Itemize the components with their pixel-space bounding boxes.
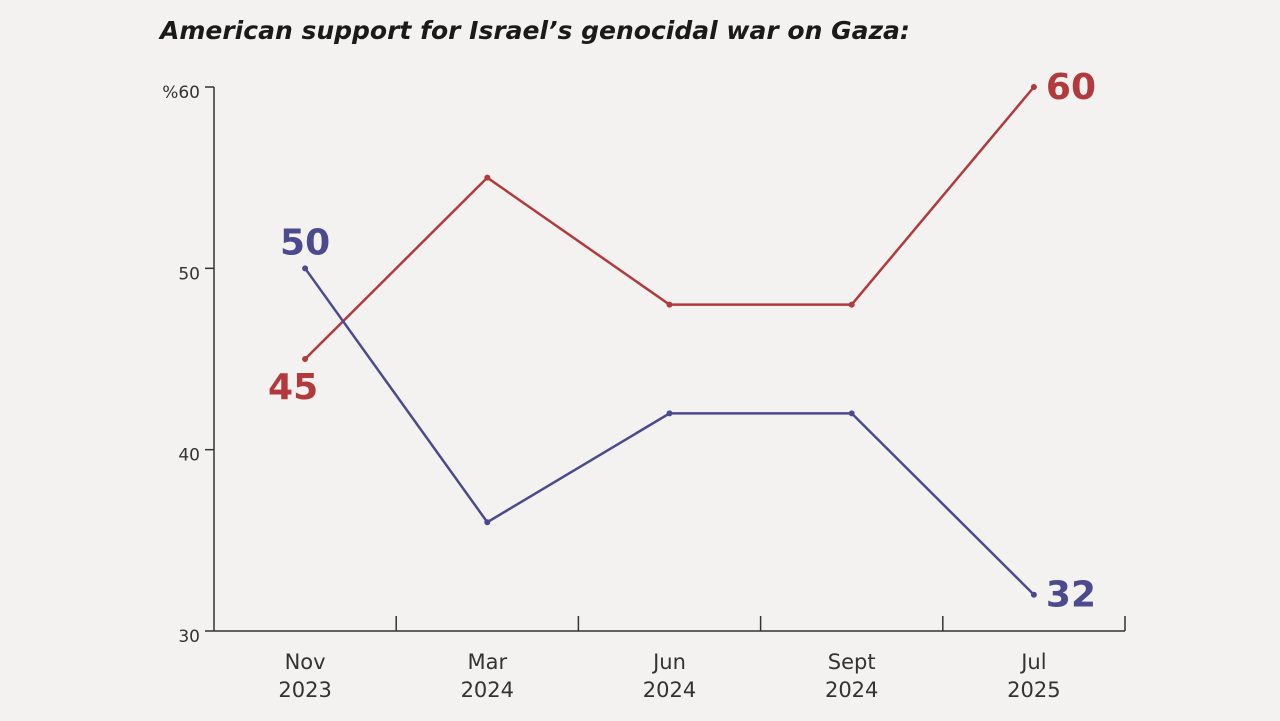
x-tick-label: Jul 2025 (1007, 650, 1061, 702)
point (484, 174, 491, 181)
y-tick-label: 40 (178, 446, 200, 466)
data-label: 32 (1046, 575, 1096, 616)
point (848, 301, 855, 308)
data-label: 50 (280, 222, 330, 263)
point (484, 519, 491, 526)
data-label: 45 (268, 367, 318, 408)
y-tick-label: 30 (178, 627, 200, 647)
series-line (304, 267, 1035, 596)
chart-title: American support for Israel’s genocidal … (158, 16, 910, 45)
x-tick-label: Sept 2024 (824, 650, 879, 702)
point (1030, 591, 1037, 598)
x-tick-label: Mar 2024 (460, 650, 515, 702)
point (302, 265, 309, 272)
series-line (304, 86, 1035, 360)
x-tick-label: Jun 2024 (642, 650, 697, 702)
point (666, 410, 673, 417)
data-label: 60 (1046, 67, 1096, 108)
x-tick-label: Nov 2023 (278, 650, 332, 702)
point (302, 356, 309, 362)
y-tick-label: 50 (178, 264, 200, 284)
point (666, 301, 673, 308)
point (848, 410, 855, 417)
y-tick-label: %60 (162, 83, 200, 103)
point (1030, 84, 1037, 90)
